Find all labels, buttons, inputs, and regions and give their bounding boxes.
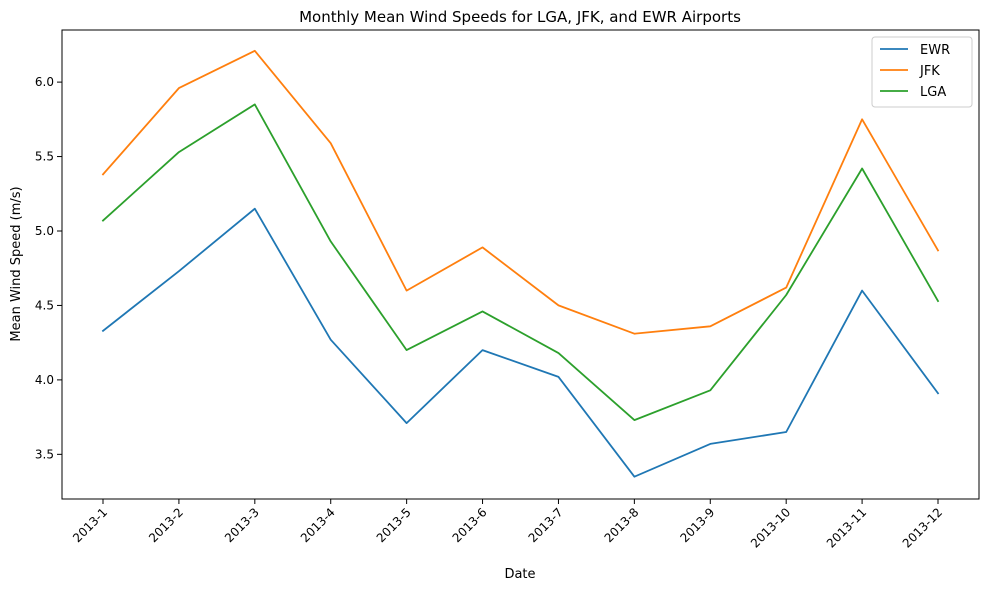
legend-label-jfk: JFK — [919, 64, 940, 79]
legend: EWR JFK LGA — [871, 36, 973, 108]
y-tick-label: 4.0 — [35, 373, 54, 387]
legend-label-lga: LGA — [920, 85, 946, 100]
legend-box — [871, 36, 973, 108]
plot-frame — [61, 29, 980, 500]
chart-title: Monthly Mean Wind Speeds for LGA, JFK, a… — [299, 8, 741, 26]
legend-label-ewr: EWR — [920, 43, 950, 58]
x-axis-title: Date — [504, 567, 535, 582]
y-tick-label: 3.5 — [35, 447, 54, 461]
y-axis-ticks: 3.5 4.0 4.5 5.0 5.5 6.0 — [35, 75, 62, 461]
series-line-ewr — [101, 207, 940, 478]
plot-lines — [101, 49, 940, 478]
y-tick-label: 5.5 — [35, 150, 54, 164]
y-tick-label: 5.0 — [35, 224, 54, 238]
series-line-lga — [101, 103, 940, 422]
y-tick-label: 6.0 — [35, 75, 54, 89]
y-axis-title: Mean Wind Speed (m/s) — [9, 186, 24, 341]
y-tick-label: 4.5 — [35, 298, 54, 312]
series-line-jfk — [101, 49, 940, 335]
